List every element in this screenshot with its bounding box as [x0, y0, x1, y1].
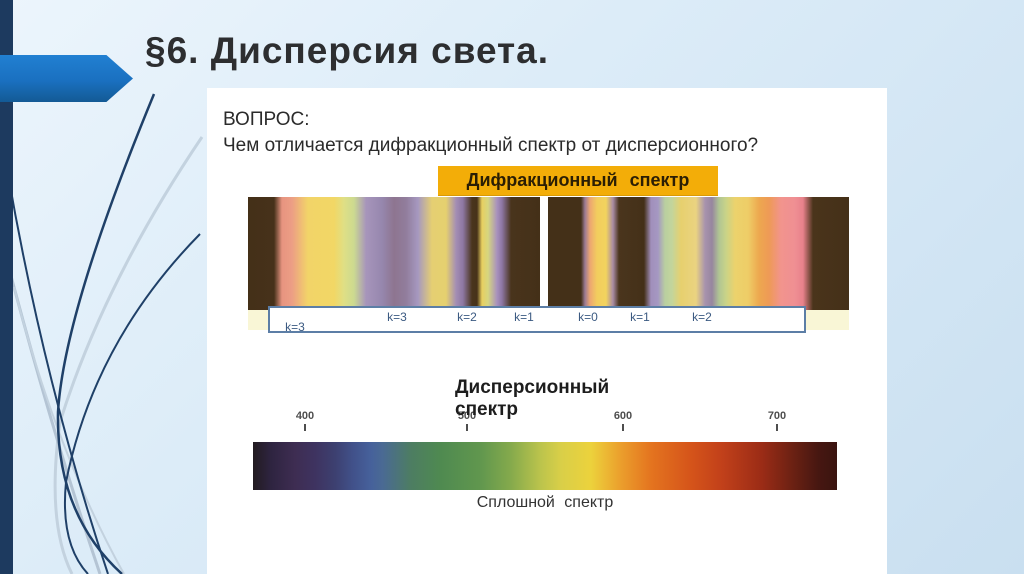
question-text: Чем отличается дифракционный спектр от д… — [223, 135, 759, 156]
wavelength-tick-600: 600 — [603, 410, 643, 431]
order-labels-box: k=3 k=2 k=1 k=0 k=1 k=2 k=3 — [268, 306, 806, 334]
order-label: k=1 — [514, 310, 534, 324]
wavelength-tick-700: 700 — [757, 410, 797, 431]
left-accent-bar — [0, 0, 13, 574]
order-label: k=1 — [630, 310, 650, 324]
tick-mark — [466, 424, 468, 431]
tick-label: 400 — [295, 410, 315, 422]
order-label: k=3 — [285, 320, 305, 334]
order-label: k=3 — [387, 310, 407, 324]
diffraction-banner: Дифракционный спектр — [438, 166, 718, 196]
order-label: k=2 — [457, 310, 477, 324]
wavelength-tick-400: 400 — [285, 410, 325, 431]
tick-mark — [622, 424, 624, 431]
tick-mark — [304, 424, 306, 431]
title-arrow-shape — [0, 55, 133, 102]
order-label: k=2 — [692, 310, 712, 324]
content-panel: ВОПРОС: Чем отличается дифракционный спе… — [207, 88, 887, 574]
page-title: §6. Дисперсия света. — [145, 30, 550, 71]
tick-label: 700 — [767, 410, 787, 422]
diffraction-photo-right-order-bands — [548, 197, 849, 310]
wavelength-tick-500: 500 — [447, 410, 487, 431]
dispersion-title: Дисперсионный спектр — [455, 377, 610, 420]
tick-mark — [776, 424, 778, 431]
tick-label: 500 — [457, 410, 477, 422]
tick-label: 600 — [613, 410, 633, 422]
continuous-spectrum-bar — [253, 442, 837, 490]
order-label: k=0 — [578, 310, 598, 324]
diffraction-photo: k=3 k=2 k=1 k=0 k=1 k=2 k=3 — [248, 197, 849, 334]
diffraction-photo-left-order-bands — [248, 197, 540, 310]
diffraction-photo-gap — [540, 197, 548, 310]
spectrum-caption: Сплошной спектр — [476, 494, 614, 511]
question-heading: ВОПРОС: — [223, 109, 310, 130]
